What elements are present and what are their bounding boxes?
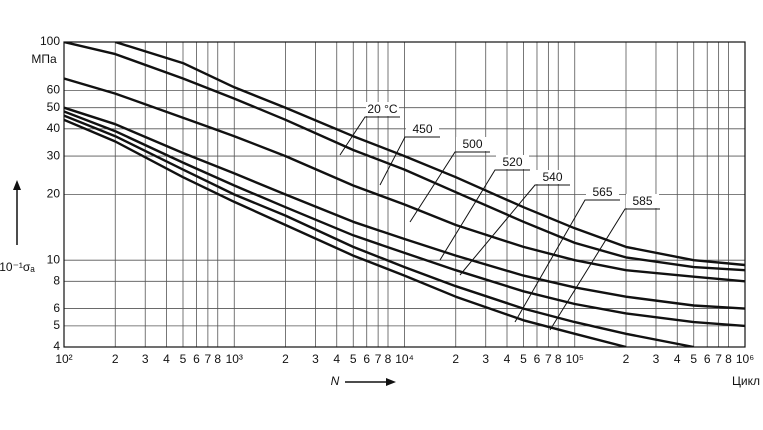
y-tick-label: 100	[40, 34, 60, 48]
x-tick-label: 5	[350, 352, 357, 366]
y-tick-label: 30	[47, 148, 61, 162]
x-tick-label: 5	[180, 352, 187, 366]
y-tick-label: 40	[47, 121, 61, 135]
label-bg	[586, 185, 619, 199]
x-tick-label: 6	[704, 352, 711, 366]
x-tick-label: 10²	[55, 352, 72, 366]
x-tick-label: 7	[545, 352, 552, 366]
leader-line	[339, 116, 400, 156]
curve	[64, 77, 745, 283]
label-bg	[536, 170, 569, 184]
series-label: 585	[632, 194, 652, 208]
y-tick-label: 20	[47, 187, 61, 201]
series-label: 540	[542, 170, 562, 184]
series-label: 450	[412, 122, 432, 136]
series-label: 565	[592, 185, 612, 199]
series-label: 20 °C	[367, 102, 397, 116]
series-label: 500	[462, 137, 482, 151]
x-tick-label: 8	[555, 352, 562, 366]
x-tick-label: 10⁶	[736, 352, 754, 366]
x-tick-label: 6	[534, 352, 541, 366]
curve	[64, 118, 627, 347]
curve	[64, 114, 694, 347]
y-tick-label: 60	[47, 83, 61, 97]
x-tick-label: 4	[674, 352, 681, 366]
x-tick-label: 3	[482, 352, 489, 366]
label-bg	[626, 194, 659, 208]
x-tick-label: 2	[282, 352, 289, 366]
x-tick-label: 8	[725, 352, 732, 366]
label-bg	[496, 155, 529, 169]
y-tick-label: 10	[47, 252, 61, 266]
y-tick-label: 50	[47, 100, 61, 114]
leader-line	[379, 136, 440, 186]
x-unit: Цикл	[732, 374, 760, 388]
x-tick-label: 2	[112, 352, 119, 366]
y-arrow-head	[13, 180, 21, 190]
x-tick-label: 7	[205, 352, 212, 366]
y-axis-label: 10⁻¹σₐ	[0, 260, 35, 274]
y-tick-label: 6	[53, 301, 60, 315]
x-tick-label: 4	[163, 352, 170, 366]
x-tick-label: 2	[623, 352, 630, 366]
y-tick-label: 4	[53, 339, 60, 353]
leader-line	[439, 169, 530, 261]
x-axis-label: N	[331, 374, 340, 388]
leader-line	[514, 199, 620, 323]
x-tick-label: 10³	[226, 352, 243, 366]
label-bg	[406, 122, 439, 136]
x-tick-label: 2	[452, 352, 459, 366]
x-tick-label: 3	[142, 352, 149, 366]
curve	[64, 110, 745, 328]
x-tick-label: 4	[333, 352, 340, 366]
x-tick-label: 10⁵	[566, 352, 584, 366]
x-tick-label: 3	[653, 352, 660, 366]
x-tick-label: 3	[312, 352, 319, 366]
curve	[64, 42, 745, 272]
x-arrow-head	[386, 378, 396, 386]
label-bg	[366, 102, 399, 116]
curve	[64, 106, 745, 310]
x-tick-label: 5	[520, 352, 527, 366]
y-unit: МПа	[31, 52, 57, 66]
y-tick-label: 8	[53, 273, 60, 287]
x-tick-label: 8	[214, 352, 221, 366]
x-tick-label: 10⁴	[395, 352, 414, 366]
label-bg	[456, 137, 489, 151]
x-tick-label: 6	[193, 352, 200, 366]
x-tick-label: 5	[690, 352, 697, 366]
curve	[114, 42, 745, 267]
x-tick-label: 7	[375, 352, 382, 366]
leader-line	[549, 208, 660, 331]
series-label: 520	[502, 155, 522, 169]
leader-line	[459, 184, 570, 276]
plot-frame	[63, 41, 746, 348]
x-tick-label: 6	[363, 352, 370, 366]
y-tick-label: 5	[53, 318, 60, 332]
x-tick-label: 4	[504, 352, 511, 366]
x-tick-label: 8	[385, 352, 392, 366]
x-tick-label: 7	[715, 352, 722, 366]
leader-line	[409, 151, 490, 223]
